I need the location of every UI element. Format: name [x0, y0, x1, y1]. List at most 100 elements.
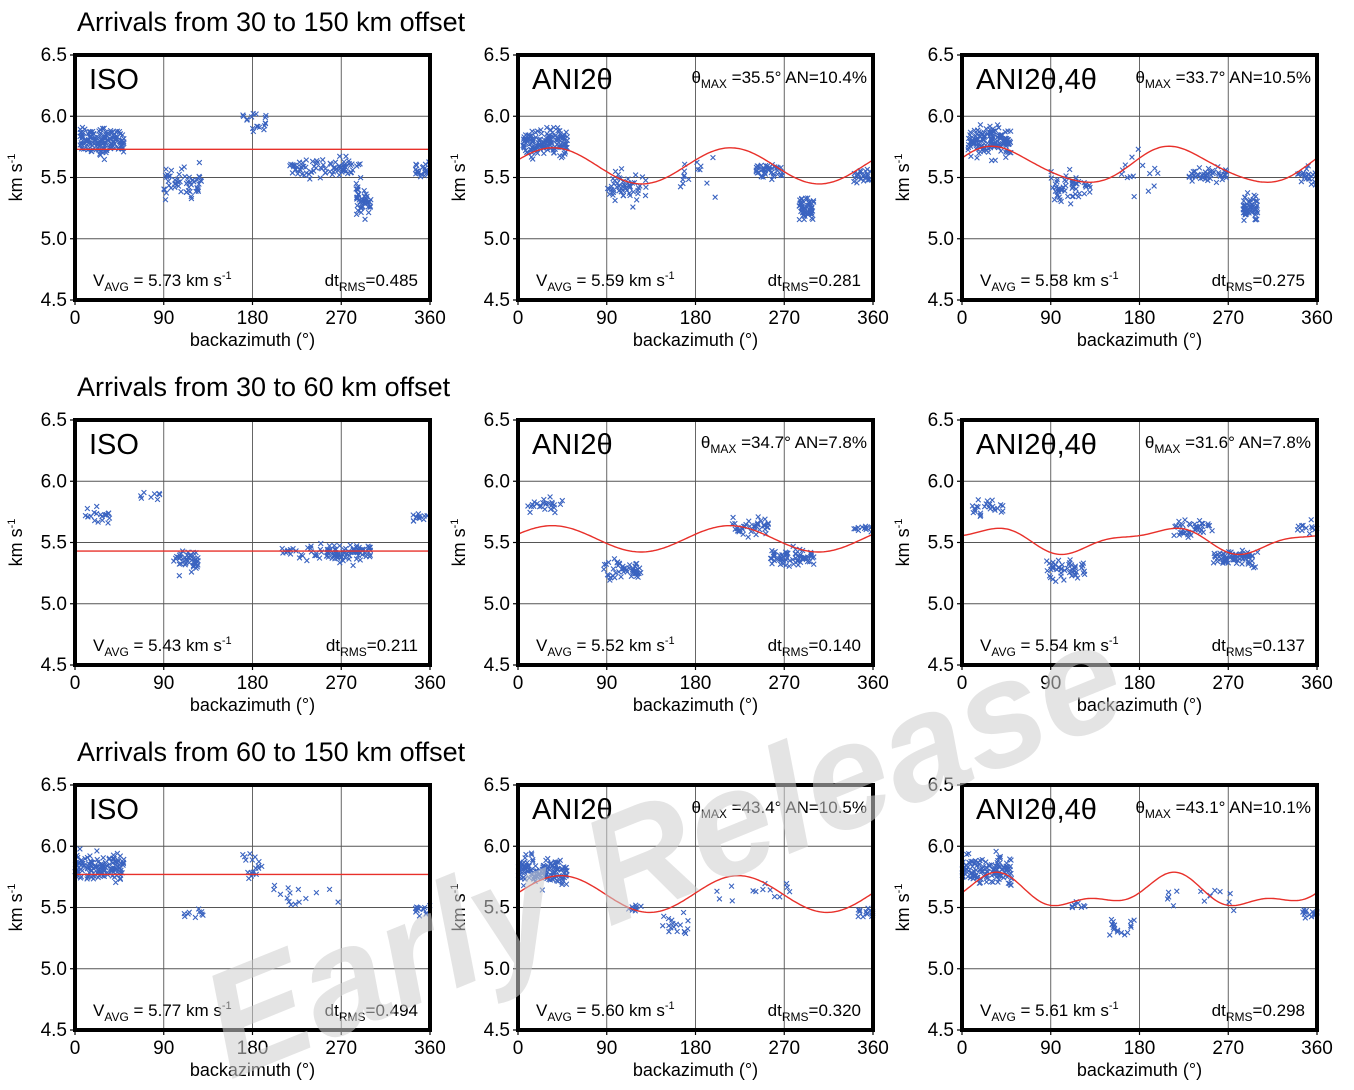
- data-point: [809, 555, 816, 561]
- data-point: [1222, 171, 1228, 178]
- data-point: [780, 558, 787, 564]
- data-point: [1242, 212, 1248, 218]
- x-axis-label: backazimuth (°): [1077, 695, 1202, 715]
- data-point: [610, 189, 617, 196]
- data-point: [1070, 184, 1076, 190]
- data-point: [338, 553, 345, 560]
- data-point: [864, 177, 871, 183]
- data-point: [1252, 564, 1259, 570]
- data-point: [1151, 183, 1157, 189]
- data-point: [774, 171, 781, 178]
- data-point: [413, 161, 419, 168]
- data-point: [337, 553, 343, 559]
- data-point: [542, 864, 549, 870]
- data-point: [1303, 907, 1310, 914]
- panel-r0-c2: 0 90 180 270 360 4.5 5.0 5.5 6.0 6.5 backazimuth (…: [893, 45, 1333, 350]
- data-point: [968, 153, 974, 160]
- data-point: [367, 196, 374, 203]
- data-point: [530, 503, 537, 510]
- x-axis-label: backazimuth (°): [190, 695, 315, 715]
- y-tick-label: 6.0: [484, 471, 510, 492]
- data-point: [303, 895, 309, 902]
- data-point: [545, 138, 552, 144]
- data-point: [633, 197, 640, 203]
- data-point: [1128, 924, 1134, 930]
- y-tick-label: 5.0: [484, 959, 510, 980]
- data-point: [971, 506, 978, 513]
- data-point: [250, 128, 257, 135]
- data-point: [1201, 898, 1208, 904]
- data-point: [353, 186, 359, 192]
- data-point: [521, 139, 527, 145]
- data-point: [1073, 175, 1079, 181]
- data-point: [1180, 530, 1186, 536]
- data-point: [422, 169, 428, 175]
- anisotropy-stats: θMAX =43.4° AN=10.5%: [691, 798, 867, 821]
- panel-r0-c1: 0 90 180 270 360 4.5 5.0 5.5 6.0 6.5 backazimuth (…: [449, 45, 889, 350]
- data-point: [712, 194, 718, 200]
- data-point: [94, 848, 100, 854]
- data-point: [984, 868, 990, 874]
- data-point: [420, 516, 427, 523]
- data-point: [863, 526, 869, 533]
- data-point: [524, 863, 530, 870]
- data-point: [1061, 577, 1067, 583]
- data-point: [1191, 172, 1198, 178]
- data-point: [93, 503, 100, 510]
- data-point: [995, 879, 1001, 885]
- data-point: [1004, 866, 1010, 872]
- data-point: [1240, 556, 1246, 562]
- data-point: [188, 193, 194, 200]
- data-point: [162, 196, 169, 203]
- data-point: [1139, 162, 1146, 169]
- data-point: [556, 859, 562, 865]
- y-tick-label: 5.5: [484, 898, 510, 919]
- vavg-label: VAVG = 5.58 km s-1: [980, 270, 1119, 294]
- data-point: [85, 137, 92, 144]
- scatter-points: [82, 489, 430, 579]
- data-point: [808, 207, 814, 213]
- data-point: [1254, 198, 1261, 205]
- data-point: [361, 187, 367, 194]
- data-point: [1205, 165, 1212, 172]
- scatter-points: [520, 124, 873, 223]
- data-point: [1052, 578, 1059, 585]
- data-point: [753, 531, 759, 538]
- y-tick-label: 5.0: [41, 229, 67, 250]
- data-point: [542, 868, 549, 874]
- data-point: [181, 164, 188, 170]
- data-point: [103, 864, 109, 871]
- y-tick-label: 5.0: [484, 229, 510, 250]
- vavg-label: VAVG = 5.43 km s-1: [93, 635, 232, 659]
- data-point: [1078, 564, 1085, 571]
- data-point: [547, 861, 554, 867]
- data-point: [797, 551, 804, 558]
- fit-curve: [961, 871, 1318, 907]
- data-point: [543, 857, 549, 864]
- data-point: [638, 903, 644, 910]
- data-point: [526, 875, 533, 881]
- data-point: [793, 555, 799, 561]
- x-tick-label: 360: [857, 1038, 889, 1059]
- data-point: [680, 180, 686, 187]
- data-point: [294, 171, 301, 177]
- data-point: [710, 154, 716, 161]
- data-point: [112, 879, 119, 886]
- data-point: [1253, 206, 1259, 213]
- data-point: [762, 526, 768, 532]
- data-point: [1240, 198, 1247, 204]
- data-point: [357, 174, 364, 181]
- data-point: [521, 876, 528, 882]
- data-point: [1066, 561, 1072, 568]
- data-point: [113, 861, 119, 868]
- data-point: [347, 162, 354, 169]
- data-point: [108, 867, 114, 874]
- vavg-label: VAVG = 5.60 km s-1: [536, 1000, 675, 1024]
- data-point: [771, 553, 777, 560]
- data-point: [862, 168, 869, 174]
- anisotropy-stats: θMAX =31.6° AN=7.8%: [1145, 433, 1311, 456]
- data-point: [98, 861, 105, 867]
- x-tick-label: 360: [1301, 308, 1333, 329]
- data-point: [1054, 176, 1060, 183]
- data-point: [855, 172, 862, 178]
